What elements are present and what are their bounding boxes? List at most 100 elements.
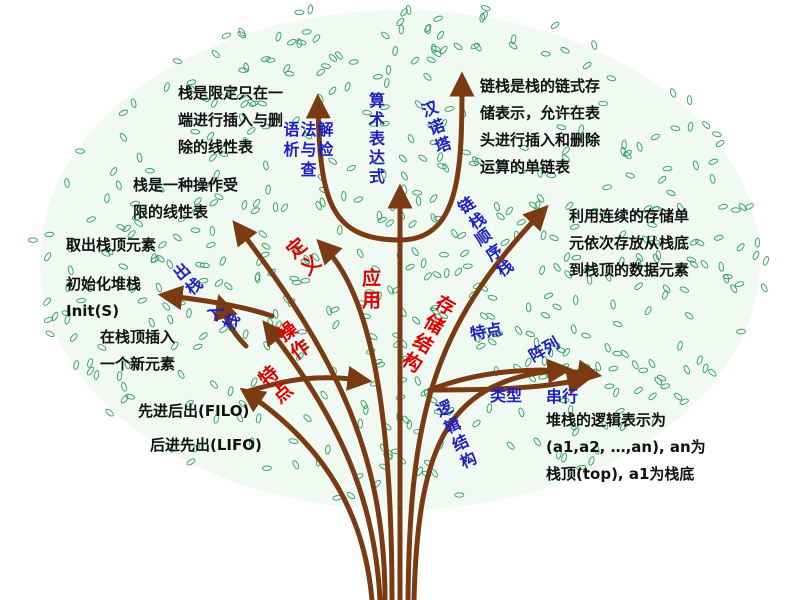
leaf xyxy=(87,358,94,368)
leaf xyxy=(242,137,250,146)
hanoi-branch xyxy=(397,71,475,243)
trunk-left xyxy=(232,220,388,600)
leaf xyxy=(320,390,328,400)
leaf xyxy=(64,314,71,325)
leaf xyxy=(623,151,632,160)
leaf xyxy=(505,206,513,216)
leaf xyxy=(593,444,600,455)
leaf xyxy=(199,332,208,340)
leaf xyxy=(561,154,570,163)
leaf xyxy=(506,441,515,450)
leaf xyxy=(408,220,417,228)
leaf xyxy=(708,368,717,377)
leaf xyxy=(648,359,656,369)
leaf xyxy=(604,383,615,389)
trunk-right xyxy=(405,204,549,600)
leaf xyxy=(144,168,155,174)
tree-branches xyxy=(157,71,603,600)
leaf xyxy=(415,196,422,206)
leaf xyxy=(192,209,202,216)
filo-text: 先进后出(FILO) xyxy=(138,402,250,420)
leaf xyxy=(238,27,246,37)
leaf xyxy=(433,409,444,415)
leaf xyxy=(621,139,627,150)
leaf xyxy=(533,337,540,348)
leaf xyxy=(679,398,689,405)
leaf xyxy=(136,360,144,370)
leaf xyxy=(263,160,269,171)
leaf xyxy=(412,316,421,325)
leaf xyxy=(491,331,501,338)
linked-stack-description: 链栈是栈的链式存 储表示，允许在表 头进行插入和删除 运算的单链表 xyxy=(480,77,601,176)
leaf xyxy=(549,234,559,241)
leaf xyxy=(330,306,340,313)
leaf xyxy=(183,147,193,154)
leaf xyxy=(198,277,209,284)
label-characteristics: 特点 xyxy=(468,319,504,344)
leaf xyxy=(634,386,643,395)
leaf xyxy=(272,202,279,213)
leaf xyxy=(453,42,463,51)
leaf xyxy=(586,274,593,285)
leaf xyxy=(224,282,233,290)
leaf xyxy=(115,180,122,191)
leaf xyxy=(156,254,165,263)
leaf xyxy=(122,224,132,232)
leaf xyxy=(376,210,383,221)
leaf xyxy=(301,29,312,35)
leaf xyxy=(150,256,160,263)
leaf xyxy=(249,100,259,107)
leaf xyxy=(414,100,423,109)
leaf xyxy=(620,350,629,358)
label-serial: 串行 xyxy=(546,387,579,406)
leaf xyxy=(635,253,644,262)
leaf xyxy=(715,140,725,148)
leaf xyxy=(193,343,203,350)
leaf xyxy=(407,134,415,144)
leaf xyxy=(292,460,300,470)
leaf xyxy=(405,263,415,271)
leaf xyxy=(398,24,404,35)
leaf xyxy=(357,418,363,429)
leaf xyxy=(540,51,551,57)
leaf xyxy=(86,366,95,376)
leaf xyxy=(695,239,705,246)
logical-structure-description: 堆栈的逻辑表示为 (a1,a2, …,an), an为 栈顶(top), a1为栈底 xyxy=(546,411,706,483)
leaf xyxy=(242,329,249,340)
leaf xyxy=(116,371,123,381)
leaf xyxy=(420,258,427,269)
leaf xyxy=(426,56,436,63)
leaf xyxy=(556,449,562,460)
leaf xyxy=(275,31,282,42)
serial-branch xyxy=(427,370,593,395)
label-grammar-check: 语法解析与检查 xyxy=(283,120,335,179)
leaf xyxy=(433,15,443,22)
leaf xyxy=(556,124,567,131)
leaf xyxy=(406,419,412,430)
leaf xyxy=(116,224,126,231)
leaf xyxy=(708,158,719,165)
leaf xyxy=(341,191,347,201)
leaf xyxy=(588,456,595,466)
init-description: 初始化堆栈 Init(S) xyxy=(66,275,142,320)
leaf xyxy=(677,265,687,273)
leaf xyxy=(219,325,229,333)
leaf xyxy=(44,252,52,262)
leaf xyxy=(658,175,667,184)
leaf xyxy=(303,132,313,140)
leaf xyxy=(288,438,299,444)
leaf xyxy=(442,163,449,173)
leaf xyxy=(195,262,205,268)
leaf xyxy=(356,248,364,258)
leaf xyxy=(439,45,448,55)
leaf xyxy=(612,350,623,357)
trunk-right-2 xyxy=(411,358,573,600)
leaf xyxy=(332,320,340,330)
leaf xyxy=(479,12,485,23)
leaf xyxy=(432,271,442,278)
leaf xyxy=(738,203,747,211)
leaf xyxy=(186,458,196,466)
leaf xyxy=(650,133,661,141)
leaf xyxy=(405,5,412,15)
leaf xyxy=(65,282,71,292)
